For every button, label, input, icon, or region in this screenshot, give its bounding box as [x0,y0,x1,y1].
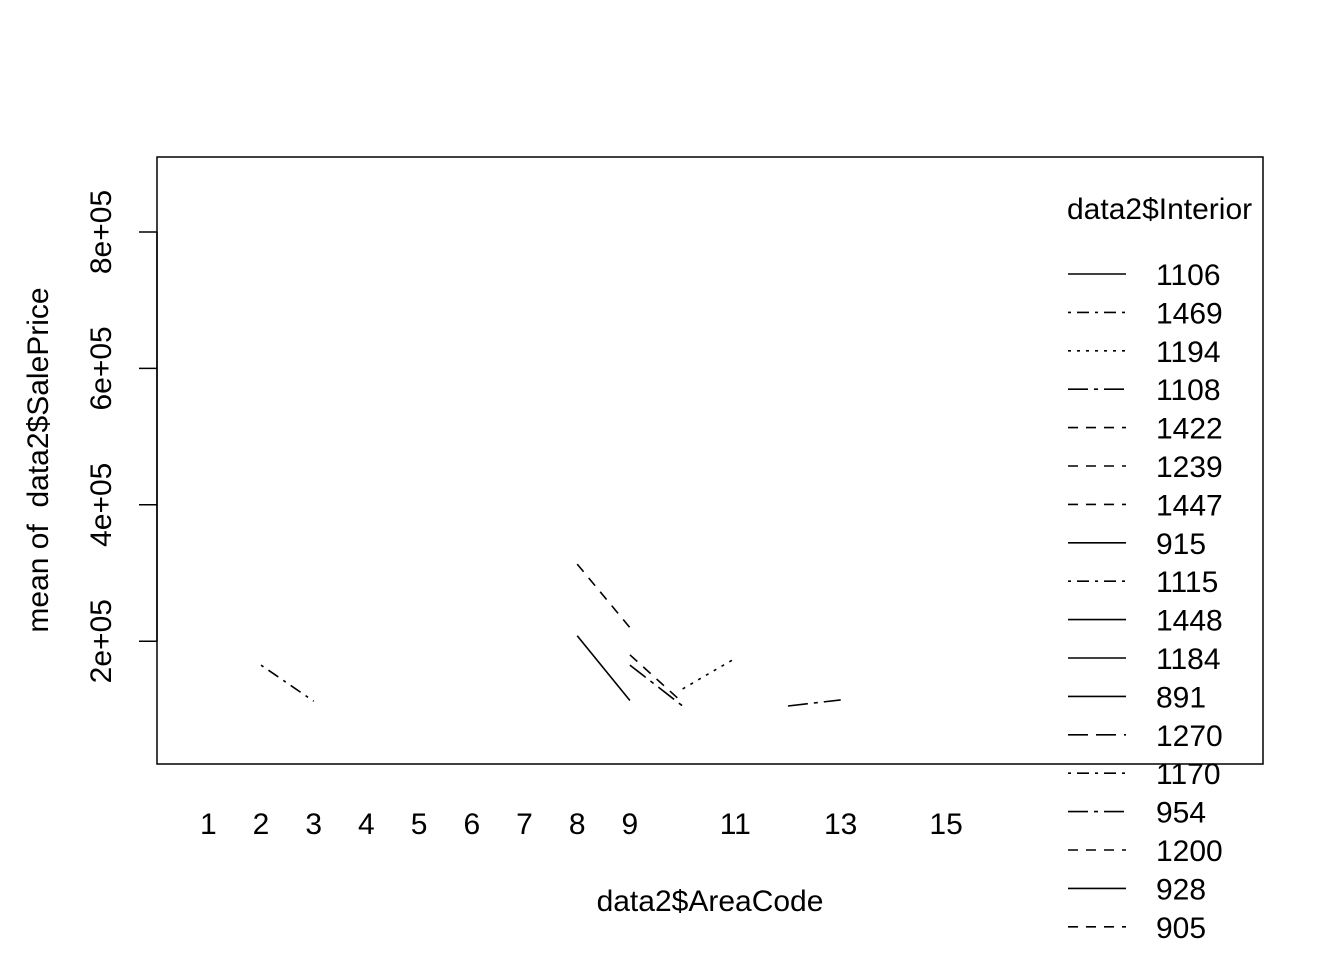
x-tick-label: 6 [463,808,480,841]
y-tick-label: 4e+05 [85,463,118,547]
legend-label: 891 [1156,681,1206,714]
legend-label: 1447 [1156,489,1223,522]
series-layer [260,563,841,707]
legend-label: 1115 [1156,566,1218,599]
legend-label: 1194 [1156,336,1221,369]
series-line [576,635,631,702]
x-tick-label: 4 [358,808,375,841]
series-line [682,657,736,690]
y-tick-label: 8e+05 [85,190,118,274]
legend-label: 1106 [1156,259,1221,292]
x-axis-label: data2$AreaCode [597,885,824,918]
legend-label: 954 [1156,797,1206,830]
x-tick-label: 9 [622,808,639,841]
legend-label: 1422 [1156,413,1223,446]
x-axis: 1 2 3 4 5 6 7 8 9 11 13 15 [200,808,963,841]
y-tick-label: 6e+05 [85,326,118,410]
x-tick-label: 2 [253,808,270,841]
x-tick-label: 15 [929,808,962,841]
legend-label: 1448 [1156,605,1223,638]
x-tick-label: 5 [411,808,428,841]
legend-label: 928 [1156,873,1206,906]
legend-label: 1184 [1156,643,1221,676]
legend: data2$Interior 1106 1469 1194 1108 1422 1239 14… [1067,193,1252,945]
series-line [629,664,684,707]
plot-area-border [156,156,1264,765]
series-line [629,654,684,704]
legend-label: 1469 [1156,297,1223,330]
y-axis-label: mean of data2$SalePrice [22,287,55,632]
legend-label: 1170 [1156,758,1221,791]
x-tick-label: 3 [305,808,322,841]
series-line [787,699,841,707]
legend-label: 905 [1156,912,1206,945]
x-tick-label: 7 [516,808,533,841]
legend-label: 1270 [1156,720,1223,753]
series-line [576,563,631,629]
x-tick-label: 8 [569,808,586,841]
x-tick-label: 11 [720,808,751,841]
legend-label: 915 [1156,528,1206,561]
x-tick-label: 1 [200,808,217,841]
legend-label: 1108 [1156,374,1221,407]
legend-label: 1200 [1156,835,1223,868]
y-tick-label: 2e+05 [85,599,118,683]
legend-label: 1239 [1156,451,1223,484]
legend-title: data2$Interior [1067,193,1252,226]
y-axis: 2e+05 4e+05 6e+05 8e+05 [85,190,158,683]
series-line [260,664,315,702]
x-tick-label: 13 [824,808,857,841]
